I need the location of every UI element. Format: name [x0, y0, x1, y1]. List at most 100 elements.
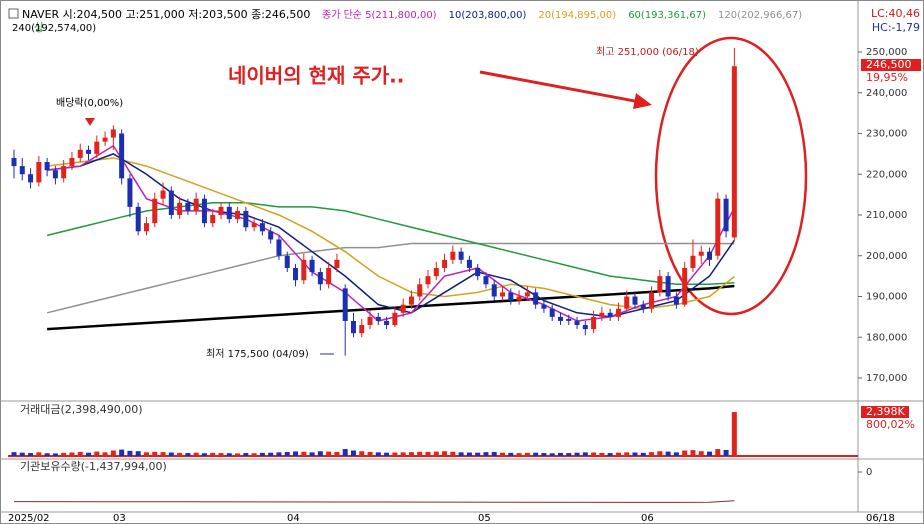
- candle-body: [235, 210, 241, 220]
- y-tick-label: 190,000: [866, 292, 907, 303]
- legend-item: 종가 단순 5(211,800,00): [322, 9, 437, 21]
- x-label: 06/18: [866, 513, 895, 524]
- candle-body: [135, 206, 141, 232]
- institution-title: 기관보유수량(-1,437,994,00): [20, 460, 167, 473]
- volume-bar: [52, 453, 58, 456]
- candle-body: [483, 276, 489, 285]
- candle-body: [698, 251, 704, 256]
- volume-bar: [185, 453, 191, 456]
- volume-bar: [94, 451, 100, 456]
- volume-bar: [533, 452, 539, 456]
- candle-body: [665, 276, 671, 297]
- price-box: [861, 59, 921, 71]
- volume-bar: [624, 452, 630, 456]
- candle-body: [193, 198, 199, 211]
- candle-body: [632, 296, 638, 305]
- volume-bar: [566, 453, 572, 456]
- candle-body: [384, 320, 390, 326]
- volume-bar: [28, 453, 34, 456]
- candle-body: [707, 251, 713, 260]
- volume-bar: [475, 452, 481, 456]
- volume-bar: [276, 452, 282, 456]
- candle-body: [367, 316, 373, 326]
- volume-bar: [44, 453, 50, 456]
- dividend-label: 배당락(0,00%): [56, 97, 123, 109]
- candle-body: [152, 198, 158, 224]
- volume-bar: [36, 452, 42, 456]
- candle-body: [201, 198, 207, 224]
- volume-title: 거래대금(2,398,490,00): [20, 403, 143, 416]
- candle-body: [210, 215, 216, 224]
- candle-body: [119, 133, 125, 179]
- candle-body: [86, 149, 92, 154]
- candle-body: [640, 304, 646, 309]
- volume-bar: [251, 453, 257, 456]
- volume-bar: [582, 452, 588, 456]
- candle-body: [102, 137, 108, 142]
- y-tick-label: 0: [866, 467, 872, 478]
- volume-bar: [690, 450, 696, 456]
- volume-bar: [400, 452, 406, 456]
- volume-bar: [599, 452, 605, 456]
- candle-body: [624, 296, 630, 309]
- volume-bar: [516, 453, 522, 456]
- volume-bar: [359, 451, 365, 456]
- volume-bar: [342, 449, 348, 456]
- volume-box: [861, 406, 909, 418]
- candle-body: [36, 162, 42, 183]
- candle-body: [359, 325, 365, 334]
- upper-label: 상: [34, 21, 44, 34]
- volume-bar: [607, 453, 613, 456]
- candle-body: [524, 292, 530, 297]
- volume-bar: [326, 451, 332, 456]
- x-label: 05: [478, 513, 491, 524]
- candle-body: [185, 202, 191, 211]
- volume-bar: [127, 450, 133, 456]
- candle-body: [226, 206, 232, 220]
- candle-body: [690, 255, 696, 268]
- low-label: 최저 175,500 (04/09): [206, 348, 309, 360]
- candle-body: [582, 325, 588, 330]
- y-tick-label: 240,000: [866, 88, 907, 99]
- candle-body: [28, 174, 34, 183]
- candle-body: [657, 276, 663, 293]
- candle-body: [508, 292, 514, 301]
- volume-bar: [483, 452, 489, 456]
- y-tick-label: 210,000: [866, 210, 907, 221]
- candle-body: [44, 162, 50, 171]
- high-label: 최고 251,000 (06/18): [596, 46, 699, 58]
- volume-bar: [11, 452, 17, 456]
- highlight-circle: [654, 36, 808, 316]
- candle-body: [533, 292, 539, 305]
- volume-bar: [723, 449, 729, 456]
- volume-bar: [632, 452, 638, 456]
- legend-item: 20(194,895,00): [538, 10, 616, 21]
- volume-bar: [433, 451, 439, 456]
- candle-body: [284, 255, 290, 268]
- x-label: 06: [641, 513, 654, 524]
- volume-bar: [235, 453, 241, 456]
- candle-body: [491, 284, 497, 297]
- volume-bar: [549, 453, 555, 456]
- candle-body: [342, 288, 348, 321]
- candle-body: [442, 259, 448, 268]
- ma-line: [46, 242, 735, 314]
- candle-body: [19, 166, 25, 175]
- candle-body: [673, 296, 679, 305]
- volume-bar: [309, 452, 315, 456]
- candle-body: [599, 312, 605, 317]
- volume-bar: [673, 452, 679, 456]
- y-tick-label: 220,000: [866, 169, 907, 180]
- volume-bar: [218, 453, 224, 456]
- volume-bar: [557, 452, 563, 456]
- volume-bar: [682, 450, 688, 456]
- volume-bar: [375, 452, 381, 456]
- candle-body: [557, 316, 563, 321]
- candle-body: [607, 312, 613, 317]
- candle-body: [591, 316, 597, 330]
- volume-bar: [458, 452, 464, 456]
- candle-body: [168, 190, 174, 215]
- volume-bar: [731, 412, 737, 456]
- volume-bar: [707, 451, 713, 456]
